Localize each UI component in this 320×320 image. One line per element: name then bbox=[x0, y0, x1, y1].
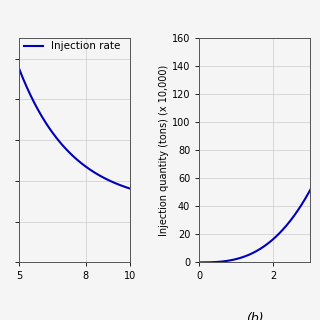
Text: (b): (b) bbox=[246, 312, 264, 320]
Legend: Injection rate: Injection rate bbox=[22, 39, 123, 53]
Y-axis label: Injection quantity (tons) (x 10,000): Injection quantity (tons) (x 10,000) bbox=[159, 65, 169, 236]
